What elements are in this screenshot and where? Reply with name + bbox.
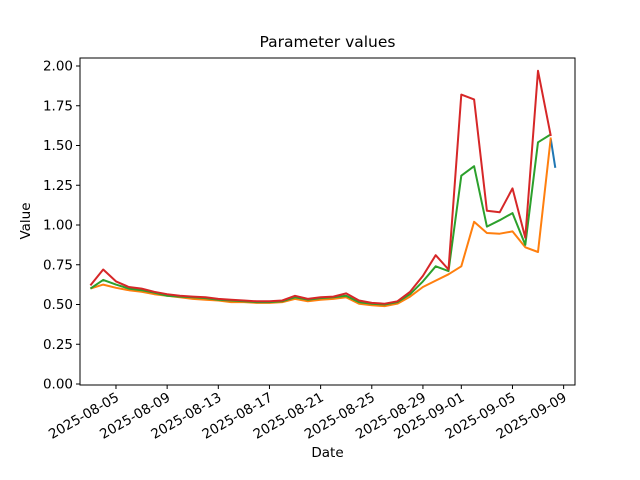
series-blue-line	[549, 138, 557, 168]
y-tick-label: 2.00	[43, 59, 73, 75]
y-tick-label: 1.75	[43, 98, 73, 114]
y-tick-label: 0.50	[43, 297, 73, 313]
y-tick-label: 0.75	[43, 257, 73, 273]
y-tick-label: 0.00	[43, 377, 73, 393]
y-tick-label: 1.50	[43, 138, 73, 154]
y-tick-label: 0.25	[43, 337, 73, 353]
y-tick-label: 1.25	[43, 178, 73, 194]
chart-title: Parameter values	[259, 33, 396, 51]
axes-frame	[79, 57, 576, 386]
series-red-line	[89, 69, 552, 305]
y-tick-label: 1.00	[43, 218, 73, 234]
x-axis-label: Date	[311, 445, 344, 461]
